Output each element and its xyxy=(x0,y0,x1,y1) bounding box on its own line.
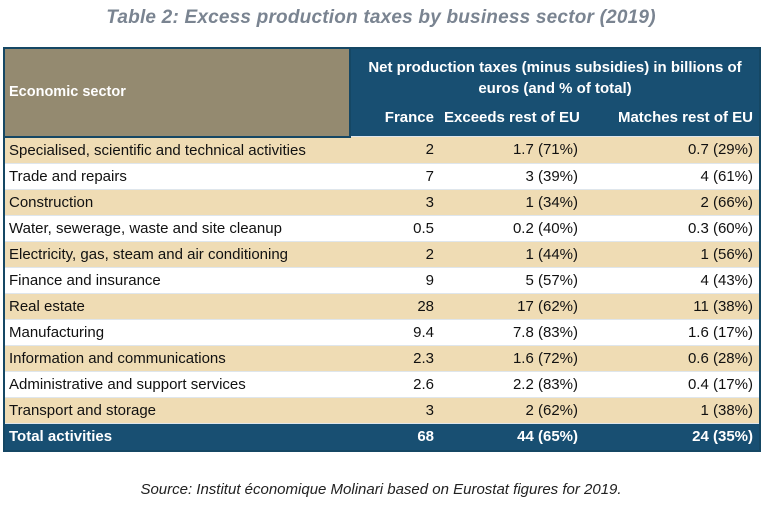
exceeds-cell: 1.7 (71%) xyxy=(440,136,584,164)
matches-column-header: Matches rest of EU xyxy=(584,101,761,137)
france-cell: 2 xyxy=(350,136,440,164)
sector-cell: Administrative and support services xyxy=(3,370,350,398)
table-header: Economic sector Net production taxes (mi… xyxy=(3,47,761,138)
matches-cell: 0.4 (17%) xyxy=(584,370,761,398)
matches-cell: 0.7 (29%) xyxy=(584,136,761,164)
table-row: Trade and repairs 7 3 (39%) 4 (61%) xyxy=(3,162,761,190)
table-row: Finance and insurance 9 5 (57%) 4 (43%) xyxy=(3,266,761,294)
total-france-cell: 68 xyxy=(350,423,440,452)
source-note: Source: Institut économique Molinari bas… xyxy=(140,481,622,498)
matches-cell: 2 (66%) xyxy=(584,188,761,216)
france-cell: 2.6 xyxy=(350,370,440,398)
sector-cell: Information and communications xyxy=(3,344,350,372)
matches-cell: 11 (38%) xyxy=(584,292,761,320)
sector-cell: Manufacturing xyxy=(3,318,350,346)
table-row: Electricity, gas, steam and air conditio… xyxy=(3,240,761,268)
france-cell: 2 xyxy=(350,240,440,268)
sector-cell: Trade and repairs xyxy=(3,162,350,190)
total-matches-cell: 24 (35%) xyxy=(584,423,761,452)
table-body: Specialised, scientific and technical ac… xyxy=(3,136,761,424)
sector-cell: Finance and insurance xyxy=(3,266,350,294)
france-cell: 28 xyxy=(350,292,440,320)
matches-cell: 1 (56%) xyxy=(584,240,761,268)
exceeds-cell: 1 (44%) xyxy=(440,240,584,268)
table-title: Table 2: Excess production taxes by busi… xyxy=(106,7,656,28)
france-cell: 9 xyxy=(350,266,440,294)
table-row: Manufacturing 9.4 7.8 (83%) 1.6 (17%) xyxy=(3,318,761,346)
matches-cell: 0.6 (28%) xyxy=(584,344,761,372)
exceeds-cell: 17 (62%) xyxy=(440,292,584,320)
matches-cell: 4 (43%) xyxy=(584,266,761,294)
exceeds-cell: 2 (62%) xyxy=(440,396,584,424)
exceeds-cell: 3 (39%) xyxy=(440,162,584,190)
matches-cell: 4 (61%) xyxy=(584,162,761,190)
table-row: Specialised, scientific and technical ac… xyxy=(3,136,761,164)
matches-cell: 1.6 (17%) xyxy=(584,318,761,346)
sector-cell: Water, sewerage, waste and site cleanup xyxy=(3,214,350,242)
exceeds-column-header: Exceeds rest of EU xyxy=(440,101,584,137)
tax-table-container: Economic sector Net production taxes (mi… xyxy=(3,47,761,452)
sector-cell: Real estate xyxy=(3,292,350,320)
matches-cell: 0.3 (60%) xyxy=(584,214,761,242)
sector-cell: Electricity, gas, steam and air conditio… xyxy=(3,240,350,268)
france-cell: 2.3 xyxy=(350,344,440,372)
exceeds-cell: 2.2 (83%) xyxy=(440,370,584,398)
france-cell: 3 xyxy=(350,188,440,216)
sector-cell: Construction xyxy=(3,188,350,216)
exceeds-cell: 7.8 (83%) xyxy=(440,318,584,346)
sector-cell: Specialised, scientific and technical ac… xyxy=(3,136,350,164)
total-sector-cell: Total activities xyxy=(3,423,350,452)
exceeds-cell: 1 (34%) xyxy=(440,188,584,216)
table-row: Information and communications 2.3 1.6 (72… xyxy=(3,344,761,372)
group-column-header: Net production taxes (minus subsidies) i… xyxy=(350,47,761,101)
table-row: Water, sewerage, waste and site cleanup 0… xyxy=(3,214,761,242)
exceeds-cell: 5 (57%) xyxy=(440,266,584,294)
exceeds-cell: 1.6 (72%) xyxy=(440,344,584,372)
sector-column-header: Economic sector xyxy=(3,47,351,138)
table-row: Transport and storage 3 2 (62%) 1 (38%) xyxy=(3,396,761,424)
total-exceeds-cell: 44 (65%) xyxy=(440,423,584,452)
france-cell: 3 xyxy=(350,396,440,424)
table-row: Administrative and support services 2.6 2.… xyxy=(3,370,761,398)
table-row: Construction 3 1 (34%) 2 (66%) xyxy=(3,188,761,216)
france-cell: 7 xyxy=(350,162,440,190)
france-cell: 0.5 xyxy=(350,214,440,242)
matches-cell: 1 (38%) xyxy=(584,396,761,424)
france-cell: 9.4 xyxy=(350,318,440,346)
tax-table: Economic sector Net production taxes (mi… xyxy=(3,47,761,452)
total-row: Total activities 68 44 (65%) 24 (35%) xyxy=(3,423,761,452)
france-column-header: France xyxy=(350,101,440,137)
sector-cell: Transport and storage xyxy=(3,396,350,424)
table-row: Real estate 28 17 (62%) 11 (38%) xyxy=(3,292,761,320)
table-footer: Total activities 68 44 (65%) 24 (35%) xyxy=(3,423,761,452)
exceeds-cell: 0.2 (40%) xyxy=(440,214,584,242)
